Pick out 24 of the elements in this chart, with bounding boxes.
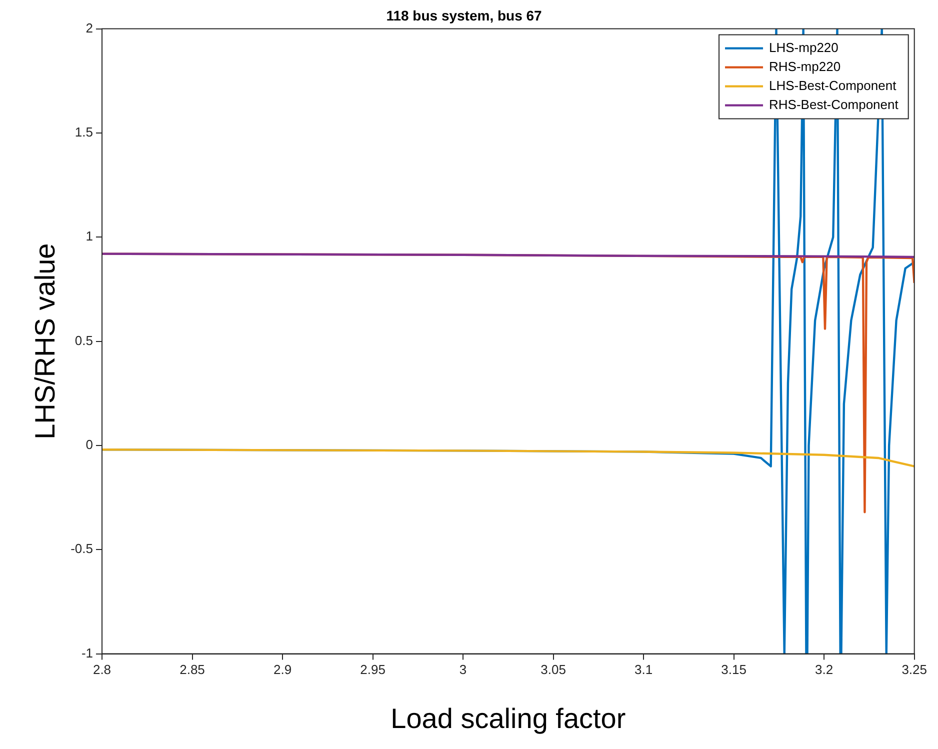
- legend-label: LHS-Best-Component: [769, 78, 897, 93]
- x-tick-label: 2.95: [360, 662, 386, 678]
- x-tick-label: 3: [459, 662, 467, 678]
- chart-title: 118 bus system, bus 67: [386, 7, 542, 24]
- x-tick-label: 2.85: [180, 662, 205, 678]
- y-tick-label: 0.5: [74, 332, 93, 348]
- x-tick-label: 2.9: [273, 662, 292, 678]
- x-axis-title: Load scaling factor: [390, 702, 626, 734]
- y-axis-title: LHS/RHS value: [30, 243, 61, 440]
- legend-label: LHS-mp220: [769, 40, 838, 55]
- y-tick-label: -0.5: [70, 541, 93, 556]
- legend-label: RHS-mp220: [769, 58, 841, 74]
- y-tick-label: -1: [81, 645, 93, 660]
- y-tick-label: 2: [86, 20, 93, 36]
- x-tick-label: 3.15: [721, 662, 746, 678]
- y-tick-label: 0: [86, 437, 93, 452]
- x-tick-label: 3.2: [815, 662, 834, 678]
- legend-label: RHS-Best-Component: [769, 96, 899, 112]
- x-tick-label: 3.1: [634, 662, 653, 678]
- x-tick-label: 2.8: [92, 662, 112, 678]
- y-tick-label: 1.5: [74, 124, 93, 140]
- x-tick-label: 3.25: [902, 662, 928, 678]
- x-tick-label: 3.05: [540, 662, 566, 678]
- y-tick-label: 1: [86, 228, 93, 244]
